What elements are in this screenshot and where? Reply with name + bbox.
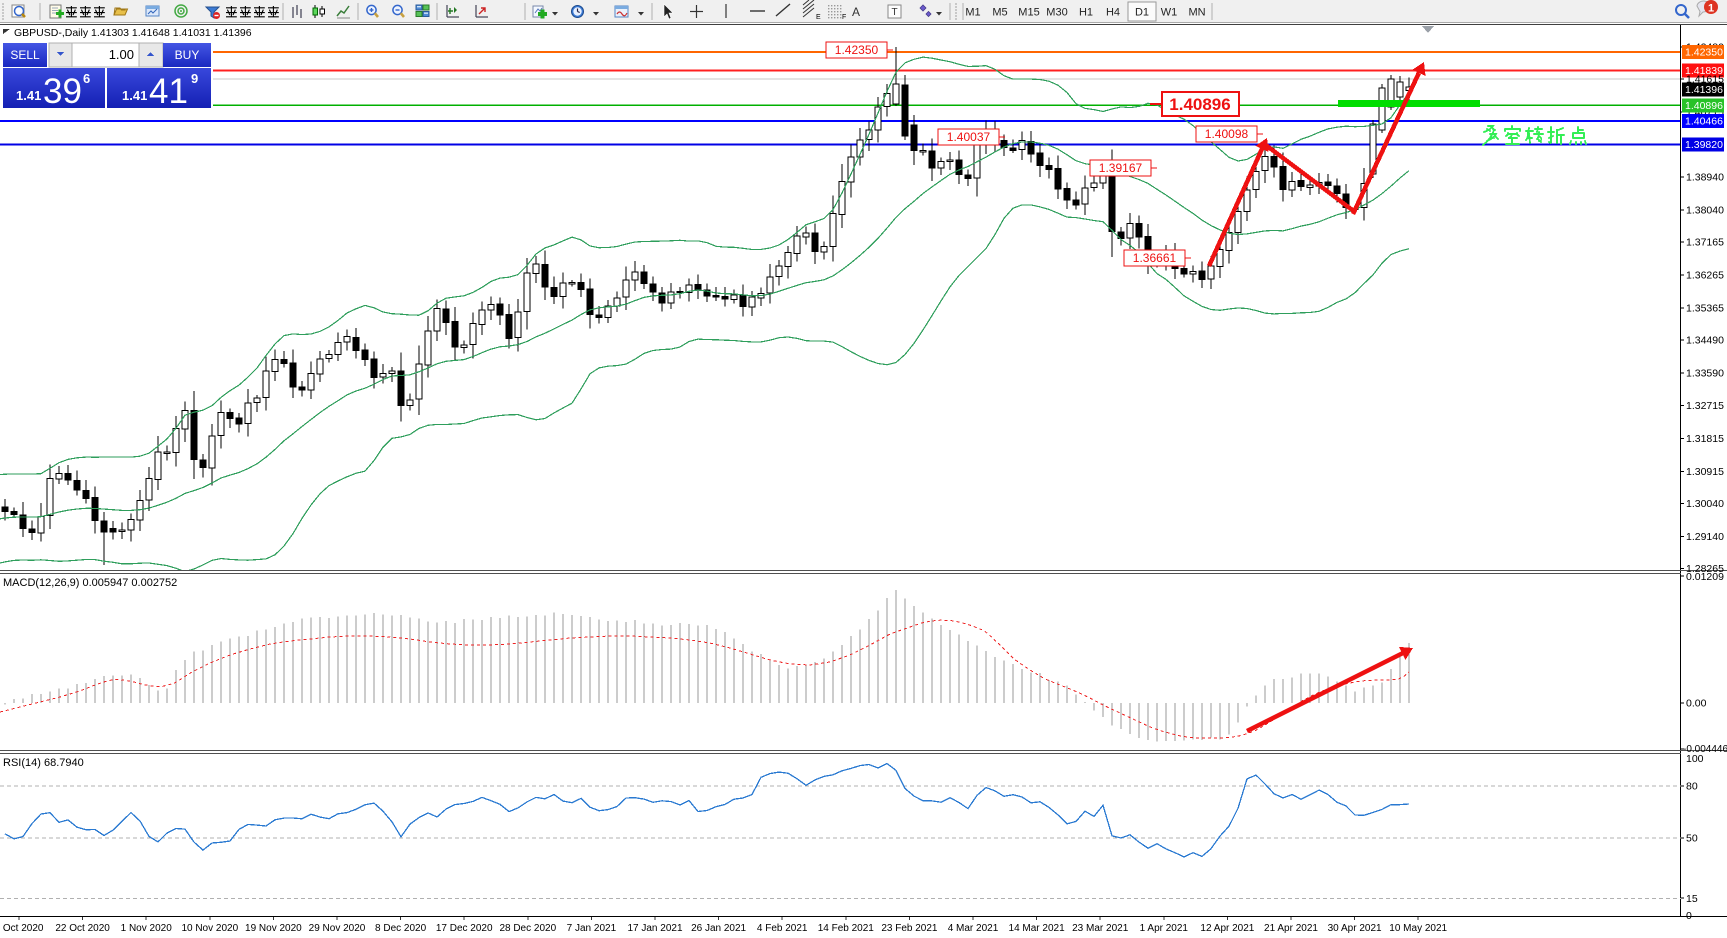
svg-text:7 Jan 2021: 7 Jan 2021 [567,923,617,934]
svg-text:19 Nov 2020: 19 Nov 2020 [245,923,302,934]
svg-text:0: 0 [1686,910,1692,922]
svg-text:1.41: 1.41 [16,88,41,103]
svg-text:M30: M30 [1046,7,1067,19]
svg-text:8 Oct 2020: 8 Oct 2020 [0,923,44,934]
svg-text:1 Apr 2021: 1 Apr 2021 [1140,923,1189,934]
svg-text:17 Dec 2020: 17 Dec 2020 [436,923,493,934]
svg-text:MACD(12,26,9) 0.005947 0.00275: MACD(12,26,9) 0.005947 0.002752 [3,577,177,589]
svg-text:0.00: 0.00 [1686,698,1707,710]
svg-text:M5: M5 [992,7,1007,19]
svg-text:1.39167: 1.39167 [1099,161,1143,175]
svg-text:GBPUSD-,Daily 1.41303 1.41648: GBPUSD-,Daily 1.41303 1.41648 1.41031 1.… [14,27,252,39]
svg-text:1.34490: 1.34490 [1686,335,1724,347]
svg-text:1.38940: 1.38940 [1686,172,1724,184]
svg-text:4 Feb 2021: 4 Feb 2021 [757,923,808,934]
svg-text:M1: M1 [965,7,980,19]
svg-text:1.39820: 1.39820 [1685,139,1723,151]
svg-text:1.40098: 1.40098 [1205,127,1249,141]
svg-text:RSI(14) 68.7940: RSI(14) 68.7940 [3,757,84,769]
svg-text:A: A [852,5,860,19]
svg-text:4 Mar 2021: 4 Mar 2021 [948,923,999,934]
svg-text:D1: D1 [1135,7,1149,19]
svg-text:1.30915: 1.30915 [1686,466,1724,478]
svg-text:23 Feb 2021: 23 Feb 2021 [881,923,938,934]
svg-text:F: F [842,14,846,21]
svg-text:1.30040: 1.30040 [1686,498,1724,510]
svg-text:1 Nov 2020: 1 Nov 2020 [121,923,173,934]
svg-text:50: 50 [1686,833,1698,845]
svg-text:41: 41 [149,72,188,111]
svg-text:21 Apr 2021: 21 Apr 2021 [1264,923,1318,934]
svg-text:9: 9 [191,71,198,86]
svg-text:0.01209: 0.01209 [1686,571,1724,583]
svg-text:E: E [816,14,821,21]
svg-text:1.41615: 1.41615 [1686,73,1724,85]
svg-text:15: 15 [1686,893,1698,905]
svg-text:23 Mar 2021: 23 Mar 2021 [1072,923,1129,934]
svg-text:80: 80 [1686,781,1698,793]
svg-text:1.41: 1.41 [122,88,147,103]
svg-text:29 Nov 2020: 29 Nov 2020 [309,923,366,934]
svg-text:1.42350: 1.42350 [835,43,879,57]
svg-text:1.41839: 1.41839 [1685,65,1723,77]
svg-text:1.28265: 1.28265 [1686,563,1724,575]
svg-text:1.35365: 1.35365 [1686,303,1724,315]
svg-text:H1: H1 [1079,7,1093,19]
svg-text:SELL: SELL [10,48,40,62]
svg-text:BUY: BUY [175,48,200,62]
svg-text:-0.004446: -0.004446 [1683,744,1727,755]
svg-text:14 Mar 2021: 14 Mar 2021 [1009,923,1066,934]
svg-text:10 May 2021: 10 May 2021 [1389,923,1447,934]
svg-text:1: 1 [1708,3,1714,15]
svg-text:1.40037: 1.40037 [947,130,991,144]
svg-text:M15: M15 [1018,7,1039,19]
svg-text:28 Dec 2020: 28 Dec 2020 [499,923,556,934]
svg-text:6: 6 [83,71,90,86]
svg-text:1.38040: 1.38040 [1686,205,1724,217]
svg-text:MN: MN [1188,7,1205,19]
svg-text:39: 39 [43,72,82,111]
svg-text:22 Oct 2020: 22 Oct 2020 [55,923,110,934]
svg-text:14 Feb 2021: 14 Feb 2021 [818,923,875,934]
svg-text:10 Nov 2020: 10 Nov 2020 [181,923,238,934]
svg-text:W1: W1 [1161,7,1178,19]
svg-text:1.36661: 1.36661 [1133,251,1177,265]
svg-text:8 Dec 2020: 8 Dec 2020 [375,923,427,934]
svg-text:1.40466: 1.40466 [1685,116,1723,128]
svg-text:1.32715: 1.32715 [1686,400,1724,412]
svg-text:1.36265: 1.36265 [1686,270,1724,282]
svg-text:1.42350: 1.42350 [1685,47,1723,59]
svg-text:1.00: 1.00 [109,47,134,62]
svg-text:100: 100 [1686,753,1704,765]
svg-text:1.37165: 1.37165 [1686,237,1724,249]
svg-text:1.41396: 1.41396 [1685,84,1723,96]
svg-text:1.40896: 1.40896 [1169,95,1230,114]
svg-text:1.33590: 1.33590 [1686,368,1724,380]
svg-text:26 Jan 2021: 26 Jan 2021 [691,923,746,934]
svg-text:1.31815: 1.31815 [1686,433,1724,445]
svg-text:T: T [891,7,897,18]
svg-text:H4: H4 [1106,7,1120,19]
svg-text:30 Apr 2021: 30 Apr 2021 [1328,923,1382,934]
svg-text:1.29140: 1.29140 [1686,531,1724,543]
svg-text:12 Apr 2021: 12 Apr 2021 [1200,923,1254,934]
svg-text:17 Jan 2021: 17 Jan 2021 [627,923,682,934]
svg-text:1.40896: 1.40896 [1685,100,1723,112]
